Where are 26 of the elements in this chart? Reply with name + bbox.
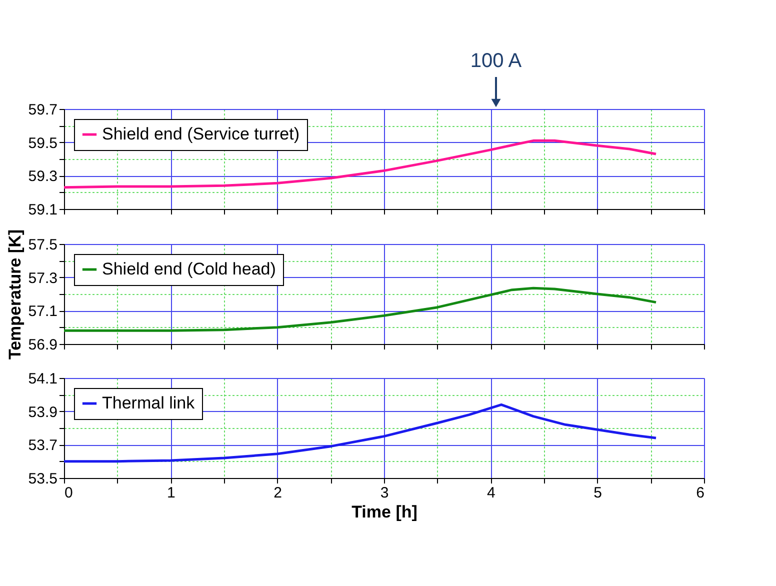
y-tick-label: 59.1 [28, 202, 58, 218]
x-tick-label: 6 [696, 484, 704, 502]
x-tick-label: 0 [64, 484, 73, 502]
x-axis-title: Time [h] [352, 502, 418, 522]
x-tick-label: 5 [594, 484, 602, 502]
y-tick-label: 59.3 [28, 168, 58, 186]
y-tick-label: 56.9 [28, 336, 58, 354]
text: 100 A [470, 50, 522, 72]
legend-label: Thermal link [102, 394, 196, 412]
y-tick-label: 53.9 [28, 404, 58, 421]
y-tick-label: 59.7 [28, 102, 58, 118]
y-tick-label: 57.1 [28, 303, 58, 320]
legend-label: Shield end (Cold head) [102, 260, 276, 278]
x-tick-label: 3 [380, 484, 389, 502]
y-tick-label: 57.3 [28, 270, 58, 287]
y-axis-title: Temperature [K] [5, 229, 24, 360]
y-tick-label: 53.7 [28, 437, 58, 454]
x-tick-label: 4 [486, 484, 496, 502]
x-tick-label: 2 [274, 484, 282, 502]
y-tick-label: 54.1 [28, 370, 58, 388]
y-tick-label: 57.5 [28, 236, 58, 254]
y-tick-label: 59.5 [28, 134, 58, 152]
line-series [62, 286, 658, 332]
y-tick-label: 53.5 [28, 470, 58, 488]
legend-label: Shield end (Service turret) [102, 124, 300, 144]
x-tick-label: 1 [166, 484, 176, 502]
